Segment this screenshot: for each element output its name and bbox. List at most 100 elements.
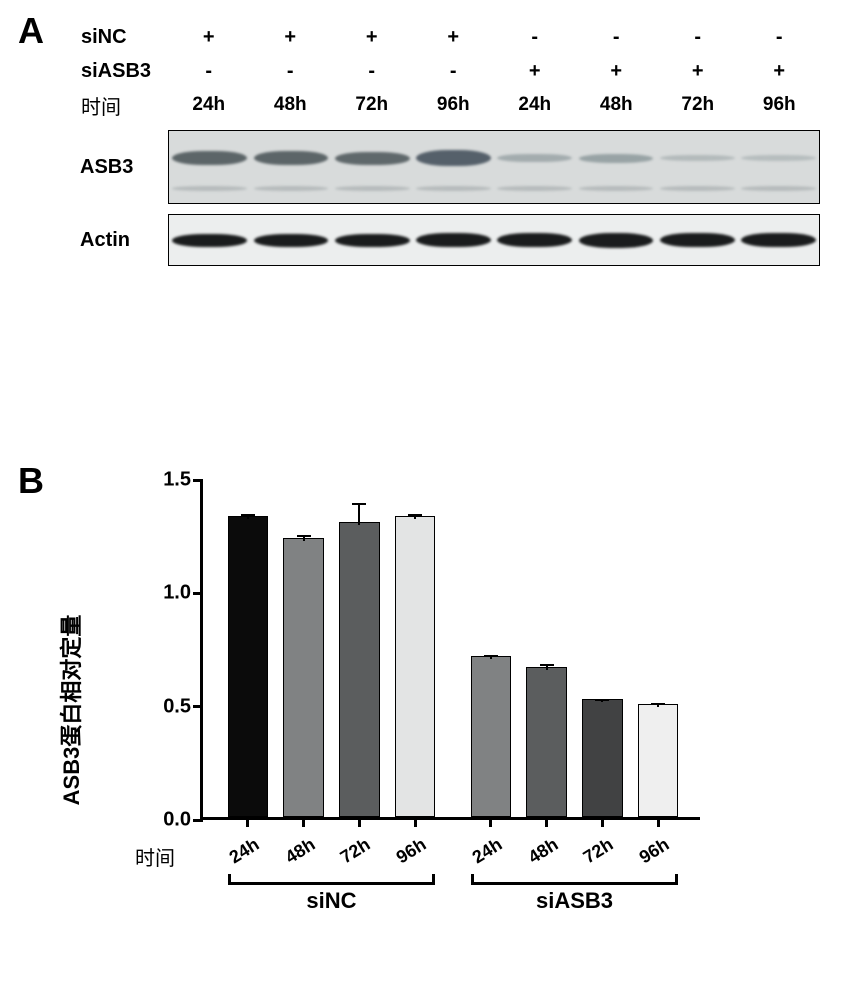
blot-band xyxy=(254,151,329,165)
y-tick xyxy=(193,819,203,822)
group-line-end xyxy=(228,874,231,884)
row-time-label: 时间 xyxy=(80,88,168,122)
x-tick-label: 48h xyxy=(513,834,561,875)
sinc-v7: - xyxy=(739,20,821,54)
error-cap xyxy=(241,514,255,516)
blot-band-ghost xyxy=(741,186,816,191)
x-tick-label: 48h xyxy=(270,834,318,875)
x-tick xyxy=(246,817,249,827)
blot-band-ghost xyxy=(254,186,329,191)
y-tick-label: 1.5 xyxy=(151,469,191,492)
error-cap xyxy=(484,655,498,657)
blot-lane xyxy=(413,215,494,265)
x-tick-label: 72h xyxy=(326,834,374,875)
chart-bar xyxy=(638,704,678,817)
time-v1: 48h xyxy=(250,88,332,122)
error-cap xyxy=(352,503,366,505)
blot-band xyxy=(579,233,654,248)
time-v5: 48h xyxy=(576,88,658,122)
chart-bar xyxy=(283,538,323,817)
blot-band xyxy=(741,155,816,161)
x-tick xyxy=(657,817,660,827)
chart-bar xyxy=(526,667,566,817)
sinc-v1: + xyxy=(250,20,332,54)
row-siasb3-label: siASB3 xyxy=(80,54,168,88)
row-sinc-label: siNC xyxy=(80,20,168,54)
panel-b-label: B xyxy=(18,460,44,502)
blot-lane xyxy=(169,131,250,203)
row-siasb3: siASB3 - - - - + + + + xyxy=(80,54,820,88)
blot-lane xyxy=(413,131,494,203)
blot-band-ghost xyxy=(660,186,735,191)
row-sinc: siNC + + + + - - - - xyxy=(80,20,820,54)
panel-a: siNC + + + + - - - - siASB3 - - - - + + … xyxy=(80,20,820,276)
x-tick-label: 96h xyxy=(382,834,430,875)
chart-bar xyxy=(582,699,622,817)
blot-lane xyxy=(332,215,413,265)
blot-lane xyxy=(575,131,656,203)
siasb3-v6: + xyxy=(657,54,739,88)
chart-bar xyxy=(339,522,379,817)
x-tick-label: 72h xyxy=(569,834,617,875)
sinc-v0: + xyxy=(168,20,250,54)
y-axis-title: ASB3蛋白相对定量 xyxy=(54,615,86,806)
blot-band-ghost xyxy=(335,186,410,191)
siasb3-v4: + xyxy=(494,54,576,88)
blot-actin xyxy=(168,214,820,266)
time-v3: 96h xyxy=(413,88,495,122)
blot-band xyxy=(172,151,247,165)
blot-band xyxy=(416,233,491,247)
error-cap xyxy=(297,535,311,537)
group-line-end xyxy=(675,874,678,884)
x-tick xyxy=(302,817,305,827)
time-v4: 24h xyxy=(494,88,576,122)
y-tick-label: 1.0 xyxy=(151,582,191,605)
time-v6: 72h xyxy=(657,88,739,122)
blot-band xyxy=(254,234,329,247)
row-time: 时间 24h 48h 72h 96h 24h 48h 72h 96h xyxy=(80,88,820,122)
time-v7: 96h xyxy=(739,88,821,122)
sinc-v6: - xyxy=(657,20,739,54)
group-label: siASB3 xyxy=(471,888,679,914)
siasb3-v1: - xyxy=(250,54,332,88)
blot-row-actin: Actin xyxy=(80,214,820,266)
blot-lane xyxy=(738,131,819,203)
x-tick-label: 96h xyxy=(625,834,673,875)
blot-band xyxy=(741,233,816,247)
siasb3-v0: - xyxy=(168,54,250,88)
blot-band-ghost xyxy=(416,186,491,191)
x-tick-label: 24h xyxy=(457,834,505,875)
siasb3-v2: - xyxy=(331,54,413,88)
time-v0: 24h xyxy=(168,88,250,122)
blot-label-actin: Actin xyxy=(80,229,168,252)
blot-lane xyxy=(738,215,819,265)
panel-a-header-table: siNC + + + + - - - - siASB3 - - - - + + … xyxy=(80,20,820,122)
blot-band xyxy=(579,154,654,163)
blot-asb3 xyxy=(168,130,820,204)
siasb3-v5: + xyxy=(576,54,658,88)
y-tick xyxy=(193,479,203,482)
blot-block: ASB3 Actin xyxy=(80,130,820,266)
time-row-label-b: 时间 xyxy=(135,842,175,871)
x-tick xyxy=(601,817,604,827)
blot-band xyxy=(497,154,572,162)
siasb3-v3: - xyxy=(413,54,495,88)
blot-row-asb3: ASB3 xyxy=(80,130,820,204)
chart-bar xyxy=(228,516,268,817)
blot-lane xyxy=(169,215,250,265)
chart-area: ASB3蛋白相对定量 0.00.51.01.524h48h72h96h24h48… xyxy=(140,470,720,950)
error-cap xyxy=(540,664,554,666)
group-line xyxy=(228,882,436,885)
blot-lane xyxy=(332,131,413,203)
blot-band xyxy=(416,150,491,166)
blot-band xyxy=(335,152,410,165)
group-line-end xyxy=(432,874,435,884)
blot-lane xyxy=(494,215,575,265)
x-tick xyxy=(358,817,361,827)
blot-lane xyxy=(575,215,656,265)
group-line-end xyxy=(471,874,474,884)
time-v2: 72h xyxy=(331,88,413,122)
blot-band-ghost xyxy=(579,186,654,191)
sinc-v2: + xyxy=(331,20,413,54)
y-tick xyxy=(193,592,203,595)
